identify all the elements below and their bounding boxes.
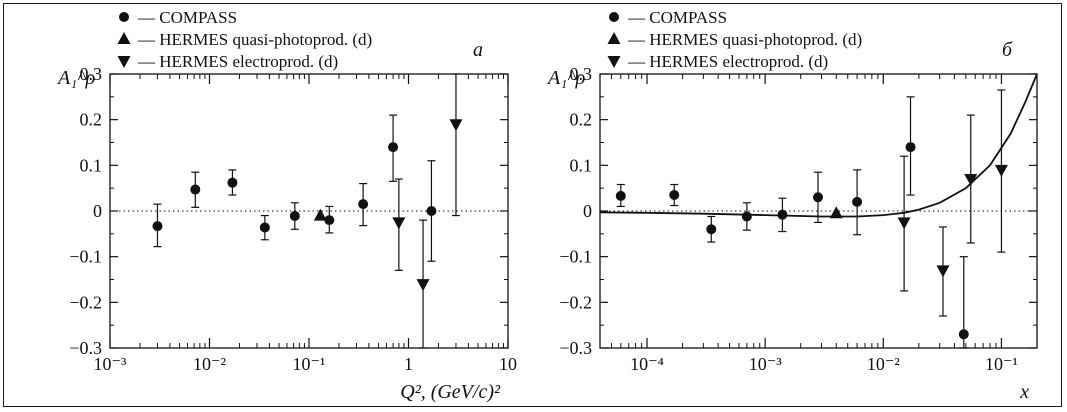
- x-tick-label: 10⁻²: [867, 354, 900, 374]
- data-point-circle: [852, 196, 863, 207]
- y-tick-label: 0.2: [570, 110, 593, 130]
- x-tick-label: 10⁻⁴: [630, 354, 664, 374]
- x-tick-label: 10⁻¹: [293, 354, 326, 374]
- y-tick-label: 0.1: [570, 155, 593, 175]
- data-point-circle: [152, 221, 163, 232]
- x-axis-title: Q², (GeV/c)²: [400, 381, 501, 403]
- data-point-circle: [958, 329, 969, 340]
- data-point-triangle-down: [994, 164, 1008, 177]
- y-tick-label: −0.1: [559, 247, 592, 267]
- x-tick-label: 10: [499, 354, 517, 374]
- data-point-circle: [905, 142, 916, 153]
- legend-marker-triangle-up: [117, 32, 131, 44]
- legend-marker-triangle-down: [607, 56, 621, 68]
- data-point-triangle-up: [829, 206, 843, 219]
- data-point-circle: [812, 192, 823, 203]
- panel-label: б: [1002, 39, 1013, 61]
- data-point-circle: [227, 177, 238, 188]
- data-point-circle: [706, 224, 717, 235]
- legend-label: — COMPASS: [627, 8, 727, 27]
- legend-label: — HERMES electroprod. (d): [137, 52, 338, 71]
- y-axis-title: A₁^ρ: [56, 67, 95, 89]
- chart-panel-1: −0.3 −0.2 −0.1 0 0.1 0.2 0.3 10⁻³ 10⁻² 10⁻¹ 1 10 A₁^…: [56, 8, 517, 403]
- panel-label: a: [473, 39, 483, 61]
- y-axis-title: A₁^ρ: [546, 67, 585, 89]
- data-point-triangle-down: [449, 119, 463, 132]
- y-tick-label: 0.2: [80, 110, 103, 130]
- data-point-circle: [324, 215, 335, 226]
- legend-label: — HERMES quasi-photoprod. (d): [627, 30, 862, 49]
- data-point-circle: [741, 211, 752, 222]
- x-tick-label: 10⁻³: [94, 354, 128, 374]
- x-tick-label: 10⁻³: [749, 354, 783, 374]
- y-tick-label: −0.2: [69, 292, 102, 312]
- x-tick-label: 10⁻¹: [985, 354, 1018, 374]
- data-point-circle: [358, 199, 369, 210]
- data-point-triangle-down: [416, 279, 430, 292]
- y-tick-label: 0.3: [570, 64, 593, 84]
- legend-marker-circle: [119, 12, 129, 22]
- data-point-circle: [669, 190, 680, 201]
- data-point-circle: [388, 142, 399, 153]
- x-axis-title: x: [1019, 381, 1029, 403]
- data-point-triangle-down: [897, 217, 911, 230]
- y-tick-label: 0.3: [80, 64, 103, 84]
- data-point-circle: [259, 222, 270, 233]
- data-point-circle: [190, 184, 201, 195]
- x-tick-label: 1: [404, 354, 413, 374]
- legend-label: — HERMES electroprod. (d): [627, 52, 828, 71]
- y-tick-label: −0.2: [559, 292, 592, 312]
- chart-panel-2: −0.3 −0.2 −0.1 0 0.1 0.2 0.3 10⁻⁴ 10⁻³ 10⁻² 10⁻¹ A₁…: [546, 8, 1038, 403]
- data-point-triangle-down: [936, 265, 950, 278]
- y-tick-label: 0.1: [80, 155, 103, 175]
- legend-label: — HERMES quasi-photoprod. (d): [137, 30, 372, 49]
- data-point-triangle-down: [392, 217, 406, 230]
- y-tick-label: −0.3: [559, 338, 592, 358]
- data-point-triangle-down: [964, 174, 978, 187]
- y-tick-label: −0.1: [69, 247, 102, 267]
- y-tick-label: 0: [583, 201, 592, 221]
- x-tick-label: 10⁻²: [193, 354, 226, 374]
- data-point-circle: [289, 211, 300, 222]
- data-point-circle: [777, 209, 788, 220]
- legend-marker-triangle-up: [607, 32, 621, 44]
- legend-marker-triangle-down: [117, 56, 131, 68]
- legend-label: — COMPASS: [137, 8, 237, 27]
- data-point-circle: [426, 206, 437, 216]
- legend-marker-circle: [609, 12, 619, 22]
- y-tick-label: −0.3: [69, 338, 102, 358]
- figure-frame: [3, 3, 1062, 407]
- y-tick-label: 0: [93, 201, 102, 221]
- data-point-triangle-up: [313, 208, 327, 221]
- data-point-circle: [615, 190, 626, 201]
